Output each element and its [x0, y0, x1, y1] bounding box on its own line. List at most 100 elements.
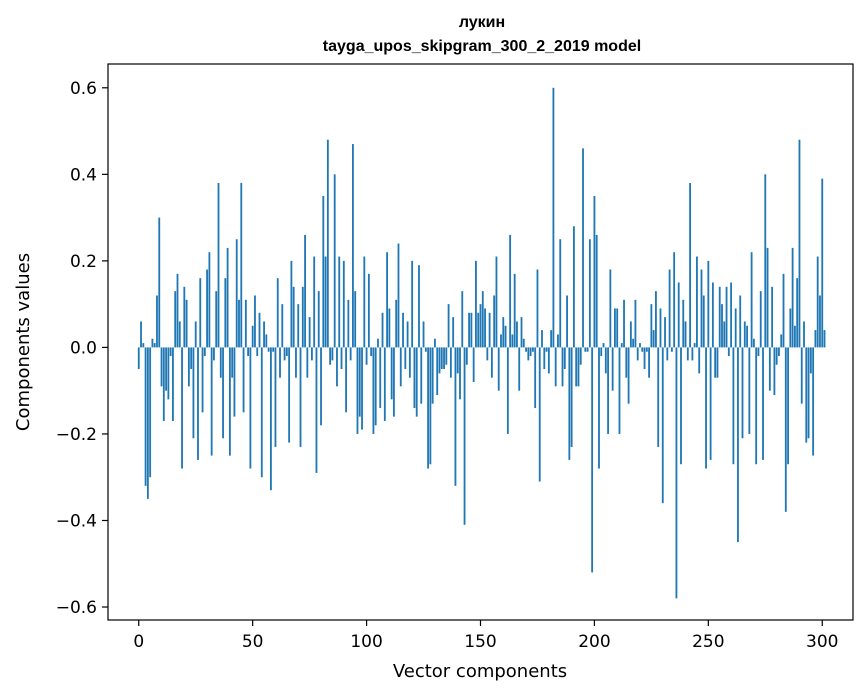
bar: [333, 174, 336, 348]
bar: [165, 347, 168, 391]
bar: [172, 347, 174, 421]
bar: [486, 347, 489, 361]
bar: [791, 247, 794, 348]
bar: [520, 317, 523, 348]
bar: [215, 291, 218, 348]
bar: [798, 139, 801, 348]
bar: [406, 321, 409, 348]
bar: [137, 347, 140, 370]
bar: [784, 347, 787, 512]
bar: [511, 334, 514, 348]
bar: [418, 265, 420, 348]
bar: [329, 347, 332, 365]
bar: [461, 291, 464, 348]
bar: [607, 347, 609, 434]
bar: [363, 256, 366, 348]
bar: [481, 291, 484, 348]
bar: [251, 325, 254, 348]
bar: [402, 312, 404, 348]
bar: [299, 347, 302, 447]
bar: [670, 347, 673, 352]
bar: [156, 295, 158, 348]
bar: [367, 273, 370, 348]
bar: [167, 347, 170, 400]
bar: [187, 347, 190, 387]
bar: [534, 347, 537, 408]
bar: [570, 347, 573, 447]
bar: [566, 295, 568, 348]
bar: [748, 347, 751, 434]
bar: [557, 334, 559, 348]
bar: [315, 347, 318, 473]
bar: [755, 347, 758, 465]
bar: [292, 286, 295, 348]
bar: [260, 347, 263, 478]
bar: [807, 347, 810, 439]
bar: [582, 148, 584, 348]
x-axis-label: Vector components: [393, 661, 567, 682]
bar: [739, 295, 742, 348]
bar: [169, 347, 172, 357]
bar: [347, 299, 350, 348]
bar: [254, 295, 256, 348]
bar: [502, 317, 505, 348]
bar: [734, 308, 737, 348]
bar: [716, 347, 719, 378]
bar: [620, 343, 623, 348]
bar: [361, 347, 363, 430]
bar: [632, 338, 635, 348]
bar: [365, 347, 368, 365]
bar: [194, 321, 197, 348]
bar: [440, 347, 443, 370]
bar: [752, 338, 755, 348]
bar: [666, 347, 669, 361]
bar: [415, 347, 418, 417]
bar: [568, 347, 571, 460]
y-tick-label: 0.2: [70, 252, 97, 272]
bar: [470, 312, 473, 348]
bar: [358, 347, 361, 417]
bar: [424, 347, 427, 352]
bar: [741, 347, 744, 439]
bar: [650, 304, 653, 348]
bar: [153, 343, 156, 348]
bar: [643, 347, 646, 370]
bar: [759, 291, 762, 348]
y-axis-ticks: −0.6 −0.4 −0.2 0.0 0.2 0.4 0.6: [56, 79, 108, 618]
bar: [573, 226, 575, 348]
bar: [598, 347, 600, 469]
bar: [490, 347, 493, 378]
bar: [696, 256, 698, 348]
bar: [313, 256, 316, 348]
bar: [197, 347, 199, 460]
bar: [673, 252, 676, 348]
bar: [661, 347, 664, 504]
bar: [675, 347, 678, 599]
bar: [383, 347, 386, 421]
bar: [228, 347, 231, 456]
bar: [684, 321, 687, 348]
bar: [213, 347, 215, 361]
bar: [276, 278, 279, 348]
bar: [142, 343, 145, 348]
bar: [495, 256, 498, 348]
bar: [782, 273, 785, 348]
bar: [408, 347, 411, 378]
bar: [522, 338, 525, 348]
bar: [445, 347, 448, 365]
bar: [447, 304, 450, 348]
bar: [272, 347, 275, 352]
bar: [449, 347, 452, 378]
bar: [431, 347, 434, 404]
bar: [181, 347, 183, 469]
bar: [297, 304, 300, 348]
bar: [477, 312, 480, 348]
bar: [379, 347, 382, 408]
bar: [386, 252, 388, 348]
bar: [711, 282, 714, 348]
bar: [541, 330, 543, 348]
bar: [420, 347, 423, 404]
bar: [283, 347, 286, 361]
bar: [349, 347, 352, 361]
bar: [146, 347, 149, 499]
